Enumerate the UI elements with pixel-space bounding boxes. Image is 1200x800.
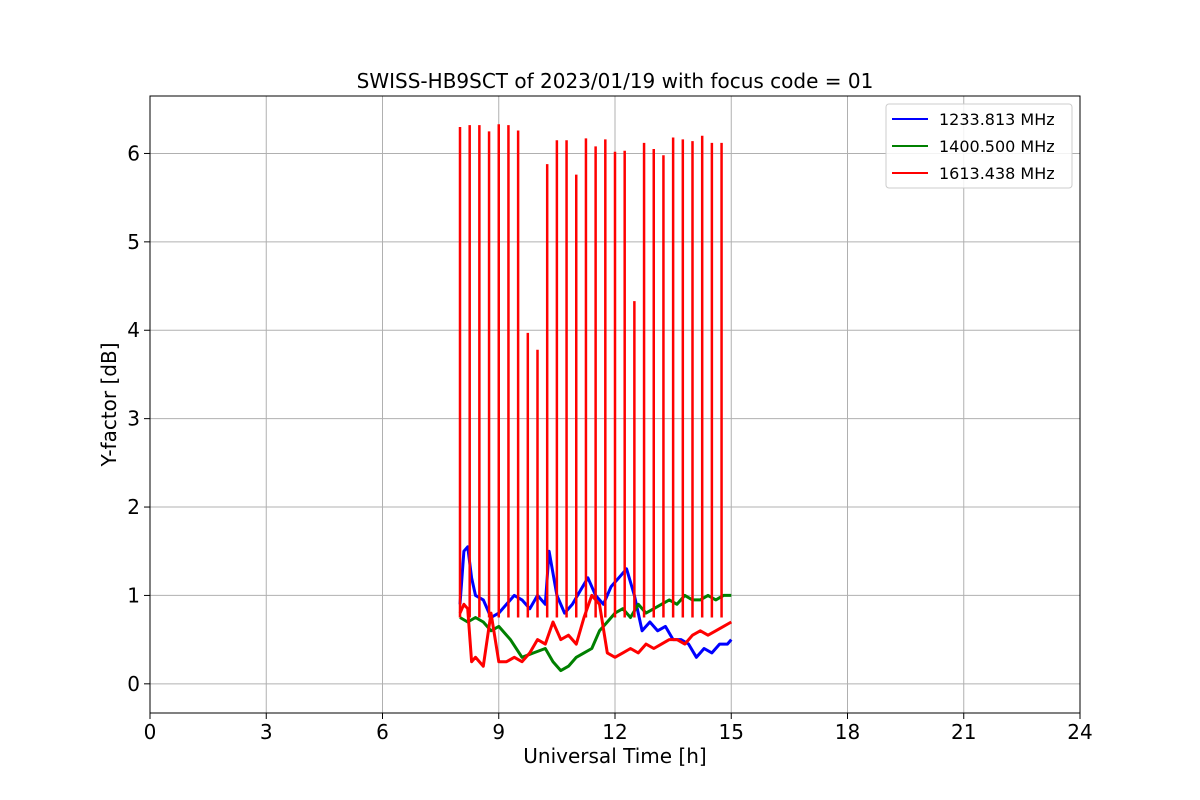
x-tick-label: 0 — [144, 720, 157, 744]
x-tick-label: 9 — [492, 720, 505, 744]
y-tick-label: 3 — [127, 407, 140, 431]
x-tick-label: 12 — [602, 720, 627, 744]
x-tick-label: 6 — [376, 720, 389, 744]
y-tick-label: 5 — [127, 230, 140, 254]
series-line-3 — [458, 593, 733, 668]
y-tick-label: 0 — [127, 672, 140, 696]
x-tick-label: 21 — [951, 720, 976, 744]
x-tick-label: 15 — [719, 720, 744, 744]
x-tick-label: 18 — [835, 720, 860, 744]
legend-box — [885, 103, 1073, 189]
y-axis-label: Y-factor [dB] — [97, 342, 121, 467]
x-axis-label: Universal Time [h] — [523, 744, 706, 768]
y-tick-label: 1 — [127, 583, 140, 607]
plot-lines — [458, 124, 733, 673]
legend-label: 1233.813 MHz — [939, 110, 1055, 129]
legend-label: 1400.500 MHz — [939, 137, 1055, 156]
y-tick-label: 2 — [127, 495, 140, 519]
x-tick-label: 24 — [1067, 720, 1092, 744]
legend: 1233.813 MHz 1400.500 MHz 1613.438 MHz — [885, 103, 1073, 189]
y-tick-label: 4 — [127, 318, 140, 342]
x-tick-label: 3 — [260, 720, 273, 744]
legend-label: 1613.438 MHz — [939, 164, 1055, 183]
chart-title: SWISS-HB9SCT of 2023/01/19 with focus co… — [357, 69, 874, 93]
y-tick-label: 6 — [127, 141, 140, 165]
